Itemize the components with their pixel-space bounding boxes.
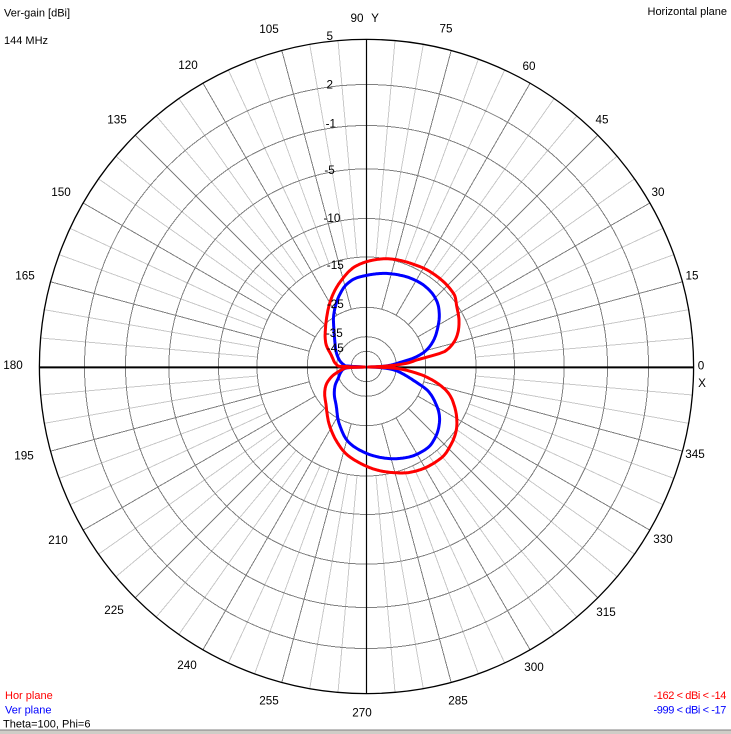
svg-text:-999 < dBi < -17: -999 < dBi < -17 [654, 705, 727, 717]
svg-text:-5: -5 [324, 164, 335, 177]
svg-text:-35: -35 [326, 327, 343, 340]
svg-text:105: 105 [259, 23, 279, 36]
svg-text:150: 150 [51, 186, 71, 199]
svg-text:285: 285 [448, 695, 468, 708]
svg-text:315: 315 [596, 606, 616, 619]
svg-text:345: 345 [685, 448, 705, 461]
svg-text:270: 270 [352, 706, 372, 719]
svg-text:2: 2 [327, 79, 334, 92]
svg-text:45: 45 [595, 114, 609, 127]
svg-text:15: 15 [685, 270, 699, 283]
svg-text:Y: Y [371, 12, 379, 25]
svg-text:120: 120 [178, 59, 198, 72]
svg-text:240: 240 [177, 659, 197, 672]
svg-text:300: 300 [524, 661, 544, 674]
svg-text:Horizontal plane: Horizontal plane [648, 6, 728, 18]
svg-text:330: 330 [653, 533, 673, 546]
svg-text:135: 135 [107, 114, 127, 127]
svg-text:-10: -10 [324, 212, 341, 225]
svg-text:165: 165 [15, 270, 35, 283]
svg-text:75: 75 [439, 23, 453, 36]
svg-text:Theta=100, Phi=6: Theta=100, Phi=6 [3, 719, 90, 731]
svg-text:30: 30 [651, 186, 665, 199]
svg-text:210: 210 [48, 534, 68, 547]
svg-text:5: 5 [327, 30, 334, 43]
svg-text:-25: -25 [327, 298, 344, 311]
svg-text:195: 195 [14, 450, 34, 463]
svg-text:144 MHz: 144 MHz [4, 35, 48, 47]
svg-text:180: 180 [3, 359, 23, 372]
svg-text:Ver-gain [dBi]: Ver-gain [dBi] [4, 8, 70, 20]
svg-text:X: X [698, 377, 706, 390]
svg-text:-45: -45 [327, 342, 344, 355]
svg-text:0: 0 [698, 360, 705, 373]
svg-text:60: 60 [522, 60, 536, 73]
svg-text:255: 255 [259, 694, 279, 707]
svg-text:-1: -1 [326, 118, 336, 131]
svg-text:-15: -15 [327, 259, 344, 272]
svg-text:90: 90 [350, 12, 364, 25]
svg-text:Ver plane: Ver plane [5, 705, 51, 717]
svg-text:Hor plane: Hor plane [5, 690, 53, 702]
svg-text:-162 < dBi < -14: -162 < dBi < -14 [654, 690, 727, 702]
svg-text:225: 225 [104, 604, 124, 617]
